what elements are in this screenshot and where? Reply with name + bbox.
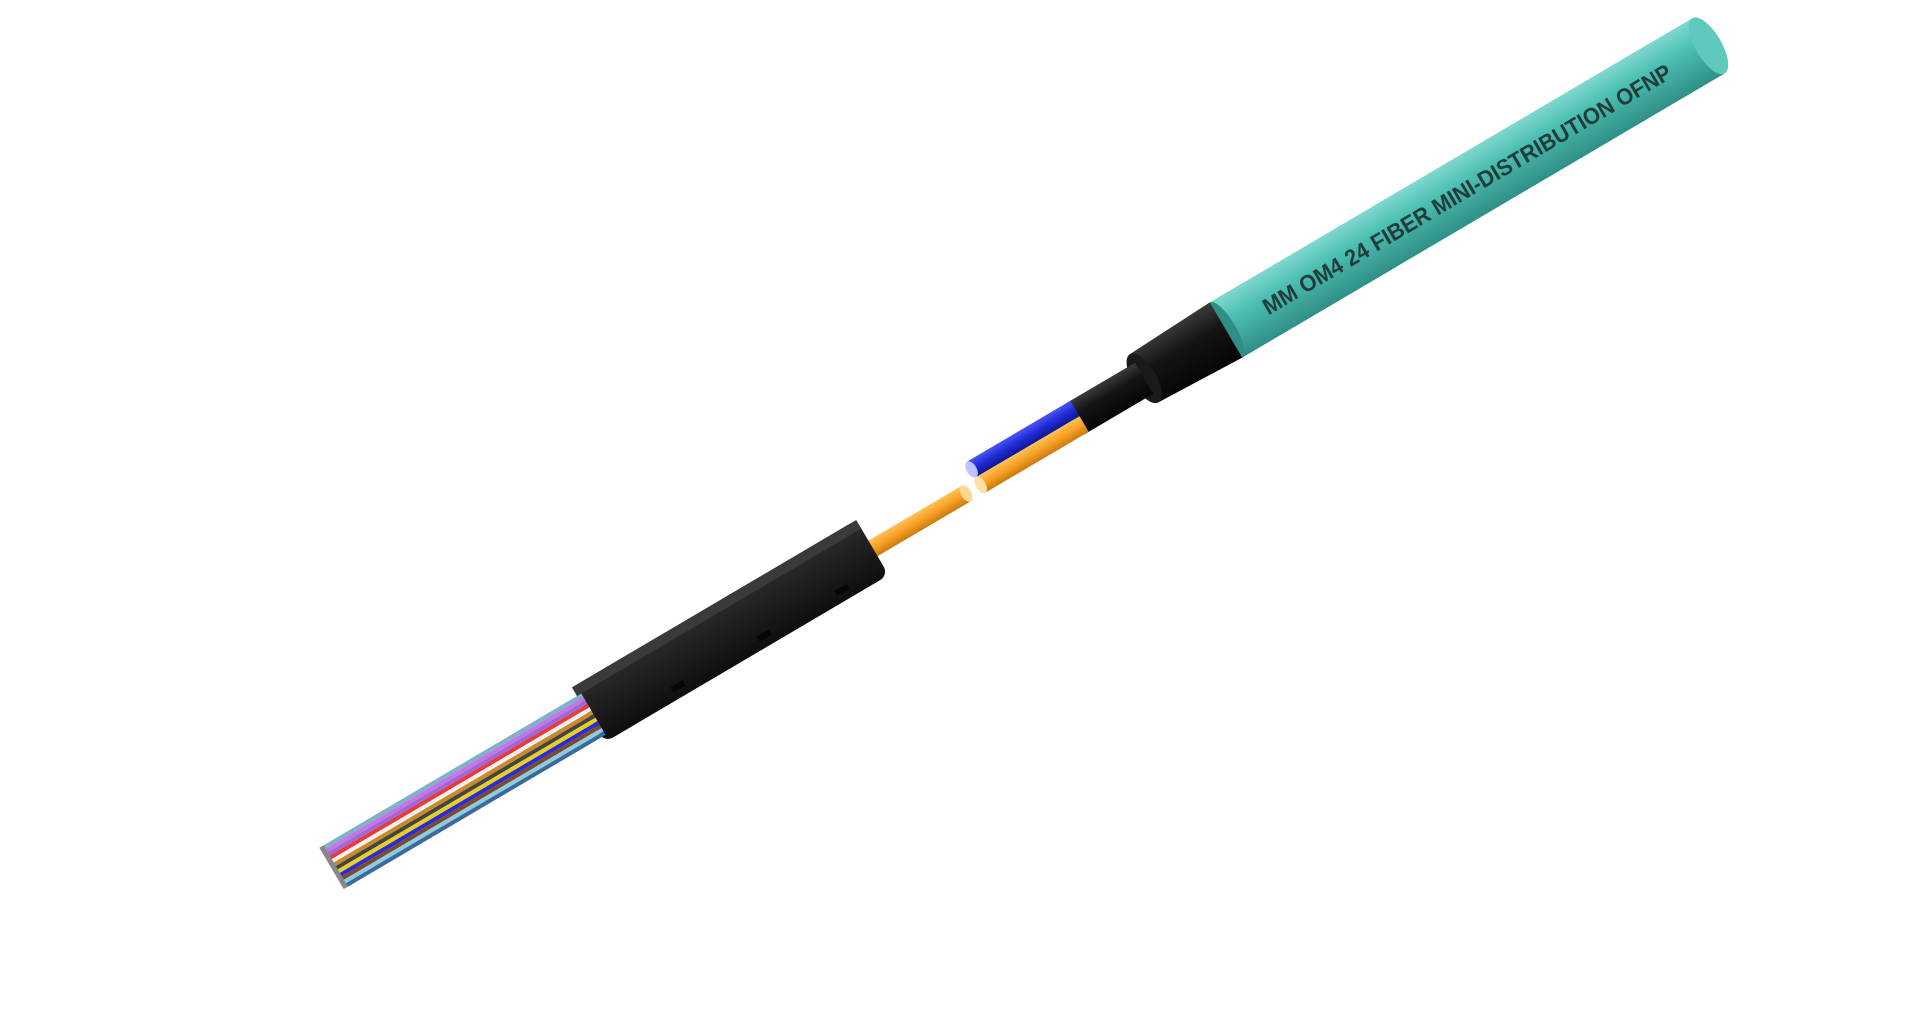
breakout-body <box>571 519 886 739</box>
subunit-orange <box>974 416 1089 494</box>
inner-jacket <box>1066 302 1243 435</box>
subunit-blue <box>965 400 1080 478</box>
jacket-print-text: MM OM4 24 FIBER MINI-DISTRIBUTION OFNP <box>1258 59 1676 320</box>
fiber-bundle <box>319 693 606 890</box>
orange-subunit-segment <box>862 485 973 560</box>
